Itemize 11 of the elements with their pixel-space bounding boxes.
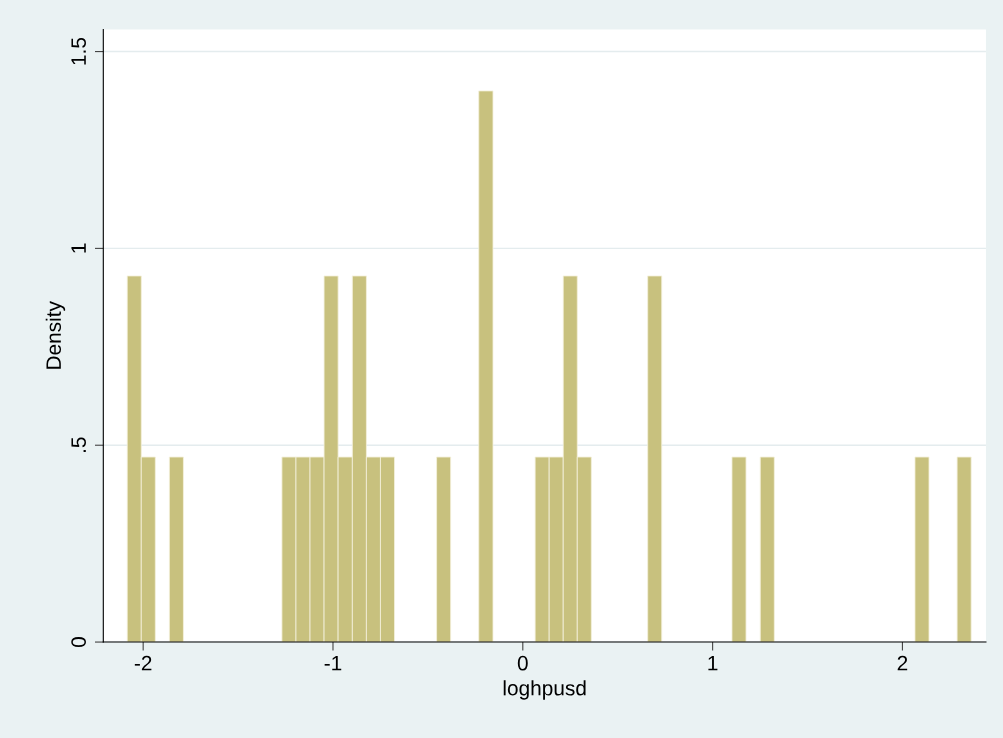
- x-axis-title: loghpusd: [503, 680, 586, 700]
- x-tick-label: 1: [708, 656, 718, 671]
- y-tick-label: .5: [71, 437, 86, 453]
- x-tick-label: -1: [324, 656, 342, 671]
- x-tick-label: 2: [897, 655, 908, 671]
- y-tick-label: 1.5: [71, 37, 86, 65]
- y-tick-label: 1: [71, 243, 86, 253]
- y-tick-label: 0: [71, 637, 86, 648]
- x-tick-label: -2: [134, 655, 152, 671]
- x-tick-label: 0: [517, 655, 528, 671]
- y-axis-title: Density: [45, 301, 66, 369]
